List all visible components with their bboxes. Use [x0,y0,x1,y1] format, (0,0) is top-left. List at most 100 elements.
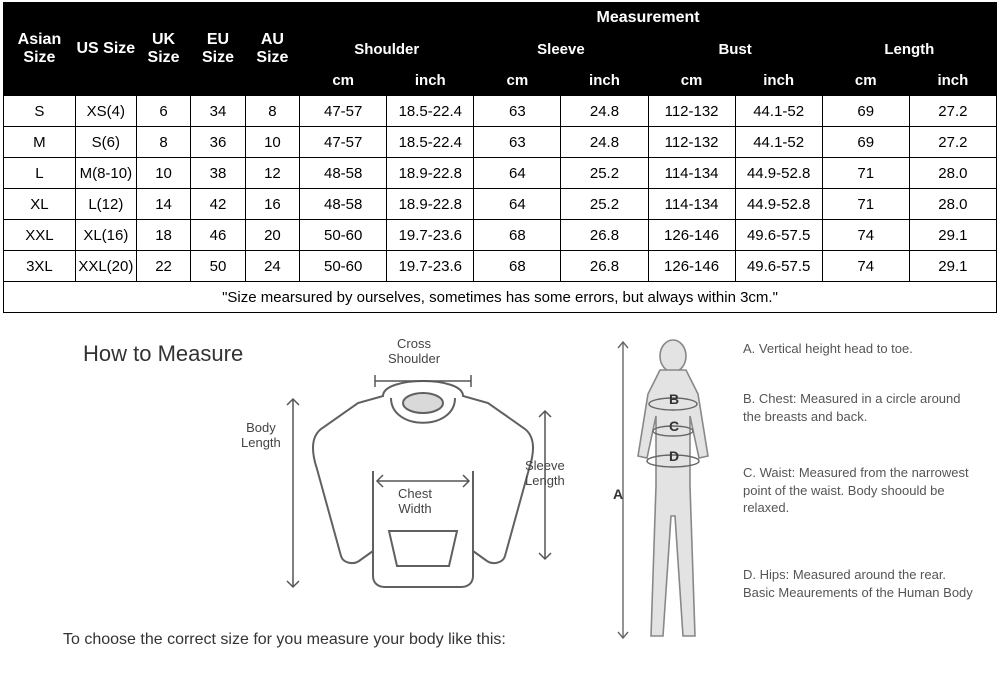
cell-bust_cm: 126-146 [648,220,735,251]
unit-cm: cm [648,65,735,96]
cell-shoulder_in: 18.9-22.8 [387,158,474,189]
cell-bust_in: 44.1-52 [735,127,822,158]
cell-uk: 14 [136,189,190,220]
cell-bust_cm: 114-134 [648,189,735,220]
cell-bust_cm: 112-132 [648,127,735,158]
cell-uk: 10 [136,158,190,189]
cell-shoulder_in: 18.5-22.4 [387,96,474,127]
cell-eu: 36 [191,127,245,158]
cell-bust_in: 44.1-52 [735,96,822,127]
cell-uk: 8 [136,127,190,158]
cell-length_cm: 69 [822,96,909,127]
size-chart-table: Asian Size US Size UK Size EU Size AU Si… [3,2,997,313]
table-row: XXLXL(16)18462050-6019.7-23.66826.8126-1… [4,220,997,251]
cell-sleeve_cm: 68 [474,220,561,251]
col-shoulder: Shoulder [300,34,474,65]
marker-c: C [669,418,679,434]
unit-inch: inch [387,65,474,96]
cell-shoulder_cm: 50-60 [300,251,387,282]
cell-uk: 6 [136,96,190,127]
col-asian-size: Asian Size [4,3,76,96]
table-row: LM(8-10)10381248-5818.9-22.86425.2114-13… [4,158,997,189]
cell-asian: S [4,96,76,127]
cell-sleeve_in: 24.8 [561,127,648,158]
cell-length_in: 29.1 [909,220,996,251]
cell-au: 12 [245,158,299,189]
guide-a: A. Vertical height head to toe. [743,340,973,358]
col-au-size: AU Size [245,3,299,96]
col-sleeve: Sleeve [474,34,648,65]
col-uk-size: UK Size [136,3,190,96]
howto-instruction: To choose the correct size for you measu… [63,631,506,649]
cell-us: L(12) [75,189,136,220]
cell-us: S(6) [75,127,136,158]
marker-d: D [669,448,679,464]
unit-inch: inch [909,65,996,96]
size-note: "Size mearsured by ourselves, sometimes … [4,282,997,313]
cell-us: XS(4) [75,96,136,127]
cell-au: 20 [245,220,299,251]
table-row: SXS(4)634847-5718.5-22.46324.8112-13244.… [4,96,997,127]
unit-inch: inch [735,65,822,96]
label-sleeve-length: Sleeve Length [525,459,565,489]
guide-d: D. Hips: Measured around the rear. Basic… [743,566,973,601]
body-diagram: A B C D A. Vertical height head to toe. … [613,336,983,676]
cell-bust_cm: 126-146 [648,251,735,282]
cell-eu: 34 [191,96,245,127]
cell-bust_in: 49.6-57.5 [735,220,822,251]
cell-shoulder_in: 18.5-22.4 [387,127,474,158]
cell-au: 16 [245,189,299,220]
cell-length_cm: 74 [822,220,909,251]
unit-cm: cm [300,65,387,96]
unit-inch: inch [561,65,648,96]
cell-asian: L [4,158,76,189]
cell-sleeve_cm: 68 [474,251,561,282]
cell-us: XL(16) [75,220,136,251]
label-chest-width: Chest Width [398,487,432,517]
marker-b: B [669,391,679,407]
cell-sleeve_in: 25.2 [561,158,648,189]
cell-length_cm: 71 [822,158,909,189]
marker-a: A [613,486,623,502]
col-measurement: Measurement [300,3,997,34]
cell-length_cm: 71 [822,189,909,220]
cell-asian: XL [4,189,76,220]
cell-shoulder_cm: 48-58 [300,158,387,189]
cell-sleeve_in: 26.8 [561,220,648,251]
cell-bust_cm: 114-134 [648,158,735,189]
cell-eu: 50 [191,251,245,282]
howto-title: How to Measure [83,341,243,367]
page: Asian Size US Size UK Size EU Size AU Si… [0,2,1000,691]
cell-length_cm: 74 [822,251,909,282]
cell-bust_in: 44.9-52.8 [735,189,822,220]
table-row: MS(6)8361047-5718.5-22.46324.8112-13244.… [4,127,997,158]
cell-sleeve_in: 26.8 [561,251,648,282]
guide-b: B. Chest: Measured in a circle around th… [743,390,973,425]
size-table-body: SXS(4)634847-5718.5-22.46324.8112-13244.… [4,96,997,282]
cell-us: M(8-10) [75,158,136,189]
cell-bust_cm: 112-132 [648,96,735,127]
cell-length_cm: 69 [822,127,909,158]
cell-asian: M [4,127,76,158]
cell-sleeve_in: 25.2 [561,189,648,220]
cell-length_in: 28.0 [909,189,996,220]
cell-asian: 3XL [4,251,76,282]
cell-sleeve_cm: 63 [474,127,561,158]
cell-length_in: 27.2 [909,96,996,127]
cell-eu: 42 [191,189,245,220]
col-us-size: US Size [75,3,136,96]
col-bust: Bust [648,34,822,65]
cell-sleeve_cm: 64 [474,189,561,220]
unit-cm: cm [474,65,561,96]
label-body-length: Body Length [241,421,281,451]
table-row: XLL(12)14421648-5818.9-22.86425.2114-134… [4,189,997,220]
cell-sleeve_cm: 64 [474,158,561,189]
cell-au: 10 [245,127,299,158]
cell-shoulder_in: 19.7-23.6 [387,251,474,282]
shirt-diagram: Cross Shoulder Body Length Chest Width S… [273,341,573,601]
howto-section: How to Measure [3,331,997,691]
cell-au: 24 [245,251,299,282]
col-length: Length [822,34,996,65]
table-row: 3XLXXL(20)22502450-6019.7-23.66826.8126-… [4,251,997,282]
cell-shoulder_cm: 47-57 [300,96,387,127]
